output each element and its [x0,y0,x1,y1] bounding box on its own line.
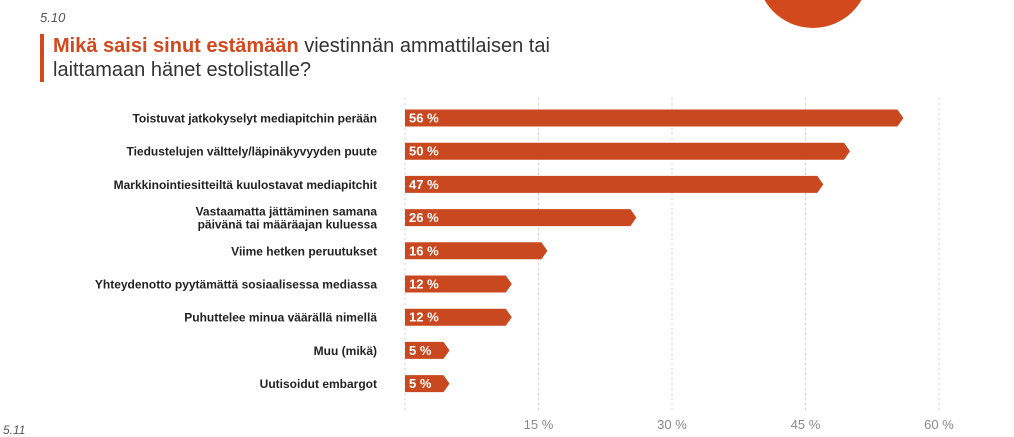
x-tick-label: 45 % [791,417,821,432]
category-label: Tiedustelujen välttely/läpinäkyvyyden pu… [126,145,377,159]
x-tick-label: 60 % [924,417,954,432]
bar-value-label: 56 % [409,111,439,126]
bar [405,341,450,359]
bar-value-label: 12 % [409,277,439,292]
category-label: Markkinointiesitteiltä kuulostavat media… [114,178,377,192]
category-label: Muu (mikä) [314,344,377,358]
x-tick-label: 15 % [524,417,554,432]
bar [405,275,512,293]
bar [405,375,450,393]
category-label-line: Viime hetken peruutukset [231,244,377,258]
bar-value-label: 5 % [409,343,432,358]
category-label: Yhteydenotto pyytämättä sosiaalisessa me… [95,278,377,292]
category-label-line: Yhteydenotto pyytämättä sosiaalisessa me… [95,278,377,292]
bar-value-label: 5 % [409,376,432,391]
section-number: 5.10 [40,10,66,25]
bar [405,242,548,260]
bar [405,109,904,127]
category-label: Uutisoidut embargot [260,377,377,391]
category-label-line: Uutisoidut embargot [260,377,377,391]
category-label: Vastaamatta jättäminen samana päivänä tai… [196,205,378,232]
chart-title-rest: viestinnän ammattilaisen tai laittamaan … [53,35,550,81]
chart-title: Mikä saisi sinut estämään viestinnän amm… [40,34,573,82]
bar [405,142,850,160]
category-label-line: Tiedustelujen välttely/läpinäkyvyyden pu… [126,145,377,159]
bar [405,308,512,326]
category-label-line: Toistuvat jatkokyselyt mediapitchin perä… [132,112,377,126]
x-tick-label: 30 % [657,417,687,432]
bar-value-label: 16 % [409,243,439,258]
bar-value-label: 47 % [409,177,439,192]
category-label-line: Vastaamatta jättäminen samana [196,205,378,219]
bar [405,209,637,227]
category-label: Toistuvat jatkokyselyt mediapitchin perä… [132,112,377,126]
bar-value-label: 12 % [409,310,439,325]
category-label-line: Muu (mikä) [314,344,377,358]
category-label: Viime hetken peruutukset [231,244,377,258]
category-label-line: päivänä tai määräajan kuluessa [198,218,378,232]
chart-title-emphasis: Mikä saisi sinut estämään [53,35,299,57]
bar-value-label: 50 % [409,144,439,159]
category-label-line: Puhuttelee minua väärällä nimellä [184,311,377,325]
category-label-line: Markkinointiesitteiltä kuulostavat media… [114,178,377,192]
bar-value-label: 26 % [409,210,439,225]
next-section-number: 5.11 [3,423,26,437]
category-label: Puhuttelee minua väärällä nimellä [184,311,377,325]
bar [405,175,824,193]
